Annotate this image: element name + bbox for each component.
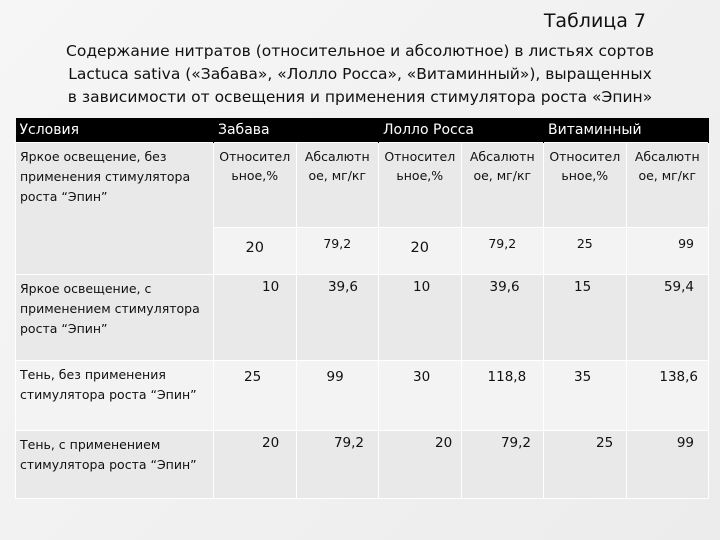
header-variety-lollo-rossa: Лолло Росса <box>378 118 545 142</box>
value-cell: 10 <box>378 273 462 361</box>
subheader-relative: Относител ьное,% <box>213 141 297 228</box>
subheader-relative: Относител ьное,% <box>543 141 627 228</box>
header-variety-zabava: Забава <box>213 118 380 142</box>
value-cell: 20 <box>213 429 297 499</box>
nitrate-table: Условия Забава Лолло Росса Витаминный Яр… <box>15 118 710 499</box>
subheader-absolute: Абсалютн ое, мг/кг <box>625 141 710 228</box>
value-cell: 99 <box>625 429 710 499</box>
value-cell: 59,4 <box>625 273 710 361</box>
value-cell: 79,2 <box>460 429 545 499</box>
value-cell: 20 <box>213 226 297 275</box>
condition-cell: Яркое освещение, без применения стимулят… <box>15 141 214 275</box>
table-header-row: Условия Забава Лолло Росса Витаминный <box>15 118 710 142</box>
table-number: Таблица 7 <box>543 10 646 32</box>
subheader-absolute: Абсалютн ое, мг/кг <box>460 141 545 228</box>
value-cell: 99 <box>625 226 710 275</box>
table-caption: Содержание нитратов (относительное и абс… <box>30 40 690 109</box>
condition-cell: Тень, с применением стимулятора роста “Э… <box>15 429 214 499</box>
value-cell: 39,6 <box>295 273 380 361</box>
value-cell: 79,2 <box>295 429 380 499</box>
value-cell: 25 <box>543 429 627 499</box>
value-cell: 20 <box>378 429 462 499</box>
header-conditions: Условия <box>15 118 214 142</box>
value-cell: 138,6 <box>625 359 710 431</box>
header-variety-vitaminny: Витаминный <box>543 118 710 142</box>
subheader-absolute: Абсалютн ое, мг/кг <box>295 141 380 228</box>
value-cell: 35 <box>543 359 627 431</box>
value-cell: 25 <box>543 226 627 275</box>
condition-cell: Тень, без применения стимулятора роста “… <box>15 359 214 431</box>
table-row: 20 79,2 20 79,2 25 99 <box>16 226 710 275</box>
condition-cell: Яркое освещение, с применением стимулято… <box>15 273 214 361</box>
value-cell: 39,6 <box>460 273 545 361</box>
value-cell: 99 <box>295 359 380 431</box>
value-cell: 79,2 <box>460 226 545 275</box>
table-row: Яркое освещение, с применением стимулято… <box>15 273 710 361</box>
table-row: Тень, с применением стимулятора роста “Э… <box>15 429 710 499</box>
value-cell: 15 <box>543 273 627 361</box>
subheader-relative: Относител ьное,% <box>378 141 462 228</box>
value-cell: 30 <box>378 359 462 431</box>
table-row: Яркое освещение, без применения стимулят… <box>15 141 710 275</box>
value-cell: 25 <box>213 359 297 431</box>
caption-line: в зависимости от освещения и применения … <box>67 88 653 106</box>
value-cell: 20 <box>378 226 462 275</box>
value-cell: 10 <box>213 273 297 361</box>
value-cell: 118,8 <box>460 359 545 431</box>
caption-line: Содержание нитратов (относительное и абс… <box>66 42 654 60</box>
value-cell: 79,2 <box>295 226 380 275</box>
caption-line: Lactuca sativa («Забава», «Лолло Росса»,… <box>68 65 652 83</box>
table-row: Тень, без применения стимулятора роста “… <box>15 359 710 431</box>
